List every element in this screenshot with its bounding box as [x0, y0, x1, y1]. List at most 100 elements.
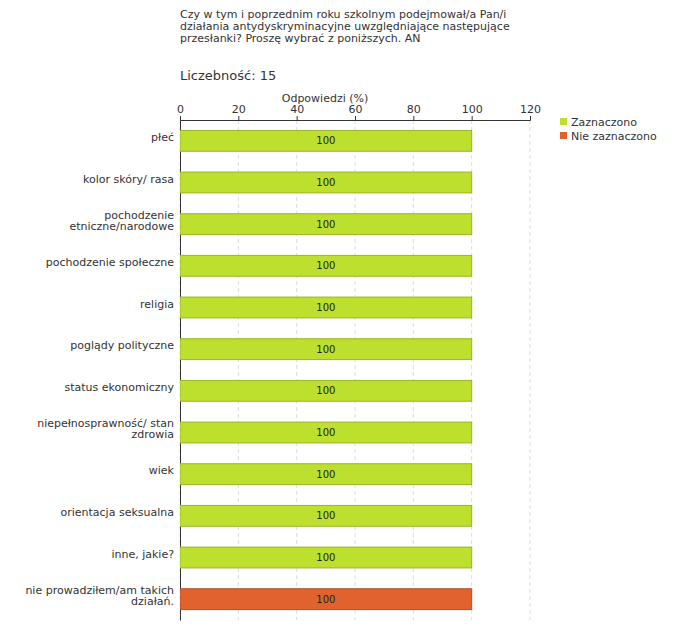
text-line: religia: [140, 298, 174, 311]
x-tick-mark: [180, 116, 181, 120]
data-label: 100: [316, 552, 335, 563]
y-axis: płeć kolor skóry/ rasa pochodzenieetniczne…: [25, 121, 180, 621]
data-label: 100: [316, 510, 335, 521]
y-tick-label: płeć: [151, 131, 174, 144]
y-tick: pochodzenieetniczne/narodowe: [69, 209, 174, 233]
bar: [180, 589, 472, 610]
legend-swatch: [560, 132, 567, 139]
x-tick: 60: [349, 103, 363, 120]
y-tick-label: pochodzenieetniczne/narodowe: [69, 209, 174, 233]
grid: [180, 120, 530, 620]
data-label: 100: [316, 594, 335, 605]
text-line: kolor skóry/ rasa: [83, 173, 174, 186]
data-label: 100: [316, 427, 335, 438]
y-tick: niepełnosprawność/ stanzdrowia: [37, 417, 174, 441]
y-tick-label: inne, jakie?: [111, 548, 174, 561]
x-tick-label: 120: [520, 103, 541, 116]
y-tick: orientacja seksualna: [60, 506, 174, 519]
bar: [180, 130, 472, 151]
grid-line: [530, 120, 531, 620]
y-tick: pochodzenie społeczne: [46, 256, 174, 269]
x-tick-mark: [355, 116, 356, 120]
y-tick-label: pochodzenie społeczne: [46, 256, 174, 269]
x-tick-mark: [297, 116, 298, 120]
legend-item: Zaznaczono: [560, 116, 637, 129]
y-tick-label: kolor skóry/ rasa: [83, 173, 174, 186]
data-label: 100: [316, 469, 335, 480]
legend-item: Nie zaznaczono: [560, 130, 657, 143]
text-line: status ekonomiczny: [64, 381, 174, 394]
y-tick-label: wiek: [149, 464, 175, 477]
grid-line: [238, 120, 239, 620]
y-tick: inne, jakie?: [111, 548, 174, 561]
grid-line: [296, 120, 297, 620]
x-tick-label: 20: [232, 103, 246, 116]
text-line: orientacja seksualna: [60, 506, 174, 519]
subtitle: Liczebność: 15: [180, 68, 276, 83]
x-tick: 0: [177, 103, 184, 120]
legend-swatch: [560, 118, 567, 125]
x-tick: 120: [520, 103, 541, 120]
x-tick-mark: [530, 116, 531, 120]
x-tick-label: 80: [407, 103, 421, 116]
chart-container: Czy w tym i poprzednim roku szkolnym pod…: [0, 0, 680, 640]
x-tick-mark: [238, 116, 239, 120]
text-line: wiek: [149, 464, 175, 477]
bar: [180, 505, 472, 526]
x-tick-label: 100: [462, 103, 483, 116]
x-tick: 100: [462, 103, 483, 120]
text-line: zdrowia: [131, 428, 174, 441]
grid-line: [355, 120, 356, 620]
data-labels: 100100100100100100100100100100100100: [316, 135, 335, 604]
x-tick: 40: [290, 103, 304, 120]
y-tick-label: niepełnosprawność/ stanzdrowia: [37, 417, 174, 441]
bar: [180, 214, 472, 235]
y-tick: kolor skóry/ rasa: [83, 173, 174, 186]
text-line: poglądy polityczne: [70, 339, 174, 352]
legend-label: Zaznaczono: [571, 116, 637, 129]
x-axis: 0 20 40 60 80 100 120: [177, 103, 541, 121]
data-label: 100: [316, 260, 335, 271]
data-label: 100: [316, 177, 335, 188]
x-tick: 80: [407, 103, 421, 120]
y-tick-label: orientacja seksualna: [60, 506, 174, 519]
bar: [180, 297, 472, 318]
bar: [180, 547, 472, 568]
y-tick: status ekonomiczny: [64, 381, 174, 394]
y-tick: wiek: [149, 464, 175, 477]
data-label: 100: [316, 302, 335, 313]
data-label: 100: [316, 385, 335, 396]
bars: [180, 130, 472, 609]
y-tick: płeć: [151, 131, 174, 144]
x-axis-line: [181, 116, 531, 121]
y-tick-label: status ekonomiczny: [64, 381, 174, 394]
y-tick-label: religia: [140, 298, 174, 311]
grid-line: [180, 120, 181, 620]
text-line: pochodzenie społeczne: [46, 256, 174, 269]
text-line: płeć: [151, 131, 174, 144]
bar: [180, 380, 472, 401]
chart-svg: Czy w tym i poprzednim roku szkolnym pod…: [0, 0, 680, 640]
bar: [180, 172, 472, 193]
title: Czy w tym i poprzednim roku szkolnym pod…: [180, 8, 510, 45]
bar: [180, 339, 472, 360]
text-line: etniczne/narodowe: [69, 220, 174, 233]
text-line: inne, jakie?: [111, 548, 174, 561]
grid-line: [413, 120, 414, 620]
y-tick: nie prowadziłem/am takichdziałań.: [25, 584, 174, 608]
y-tick-label: nie prowadziłem/am takichdziałań.: [25, 584, 174, 608]
x-tick-mark: [413, 116, 414, 120]
bar: [180, 422, 472, 443]
data-label: 100: [316, 219, 335, 230]
x-tick-label: 0: [177, 103, 184, 116]
y-tick: religia: [140, 298, 174, 311]
text-line: działań.: [131, 595, 174, 608]
x-tick-mark: [472, 116, 473, 120]
data-label: 100: [316, 135, 335, 146]
y-tick-label: poglądy polityczne: [70, 339, 174, 352]
grid-line: [471, 120, 472, 620]
legend-label: Nie zaznaczono: [571, 130, 657, 143]
x-axis-title: Odpowiedzi (%): [282, 92, 369, 105]
legend: ZaznaczonoNie zaznaczono: [560, 116, 657, 143]
y-tick: poglądy polityczne: [70, 339, 174, 352]
